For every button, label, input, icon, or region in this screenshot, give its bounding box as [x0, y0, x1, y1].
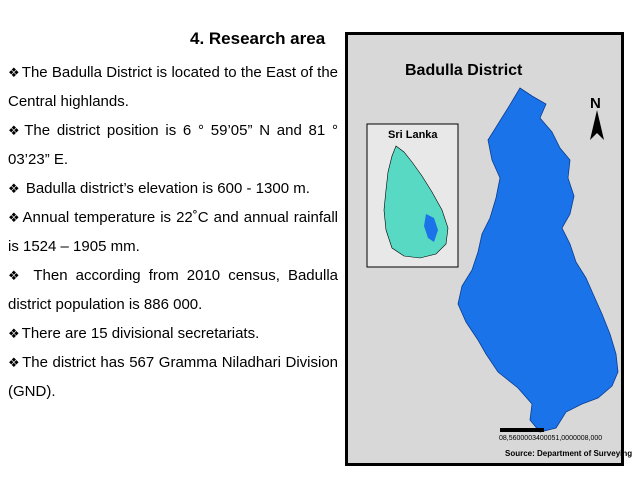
slide-title: 4. Research area: [190, 29, 326, 48]
list-item: ❖ Badulla district’s elevation is 600 - …: [8, 174, 338, 203]
bullet-text: Badulla district’s elevation is 600 - 13…: [21, 180, 310, 197]
north-label: N: [590, 95, 601, 112]
bullet-text: There are 15 divisional secretariats.: [21, 325, 260, 342]
inset-badulla-highlight: [424, 214, 438, 242]
bullet-list: ❖ The Badulla District is located to the …: [8, 58, 338, 406]
scale-bar: [500, 428, 544, 432]
bullet-text: The district has 567 Gramma Niladhari Di…: [8, 354, 339, 400]
bullet-text: Annual temperature is 22˚C and annual ra…: [8, 209, 338, 255]
bullet-text: The district position is 6 ° 59’05” N an…: [8, 122, 338, 168]
list-item: ❖ There are 15 divisional secretariats.: [8, 319, 338, 348]
diamond-bullet-icon: ❖: [8, 123, 23, 138]
list-item: ❖ The district has 567 Gramma Niladhari D…: [8, 348, 338, 406]
bullet-text: Then according from 2010 census, Badulla…: [8, 267, 338, 313]
diamond-bullet-icon: ❖: [8, 181, 20, 196]
diamond-bullet-icon: ❖: [8, 65, 20, 80]
diamond-bullet-icon: ❖: [8, 268, 24, 283]
north-arrow-icon: [590, 110, 604, 140]
list-item: ❖ The Badulla District is located to the …: [8, 58, 338, 116]
map-source: Source: Department of Surveying: [505, 449, 633, 458]
district-shape: [457, 87, 619, 433]
scale-label: 08,5600003400051,0000008,000: [499, 435, 603, 442]
bullet-text: The Badulla District is located to the E…: [8, 64, 338, 110]
list-item: ❖ Then according from 2010 census, Badul…: [8, 261, 338, 319]
list-item: ❖ The district position is 6 ° 59’05” N a…: [8, 116, 338, 174]
diamond-bullet-icon: ❖: [8, 355, 21, 370]
map-title: Badulla District: [405, 62, 523, 79]
inset-label: Sri Lanka: [388, 129, 438, 141]
diamond-bullet-icon: ❖: [8, 210, 21, 225]
list-item: ❖ Annual temperature is 22˚C and annual r…: [8, 203, 338, 261]
diamond-bullet-icon: ❖: [8, 326, 20, 341]
